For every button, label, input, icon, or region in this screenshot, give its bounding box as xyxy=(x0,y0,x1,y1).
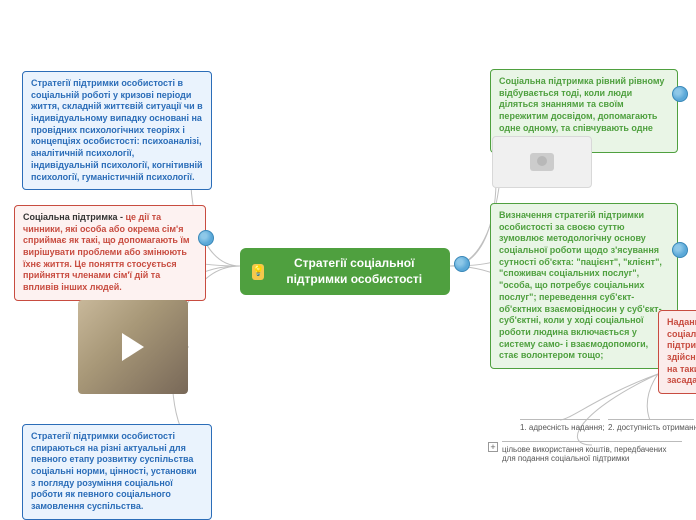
image-placeholder[interactable] xyxy=(492,136,592,188)
expand-icon[interactable]: + xyxy=(488,442,498,452)
globe-icon xyxy=(198,230,214,246)
node-text: Визначення стратегій підтримки особистос… xyxy=(499,210,662,360)
sub-item-1[interactable]: 1. адресність надання; xyxy=(520,419,600,432)
sub-text: 1. адресність надання; xyxy=(520,423,605,432)
sub-item-2[interactable]: 2. доступність отримання xyxy=(608,419,694,432)
globe-icon xyxy=(454,256,470,272)
node-lead: Соціальна підтримка - xyxy=(23,212,125,222)
globe-icon xyxy=(672,242,688,258)
node-text: Надання соціальної підтримки здійснюєтьс… xyxy=(667,317,696,385)
node-text: Соціальна підтримка рівний рівному відбу… xyxy=(499,76,664,144)
video-thumbnail[interactable] xyxy=(78,300,188,394)
node-social-support-def[interactable]: Соціальна підтримка - це дії та чинники,… xyxy=(14,205,206,301)
camera-icon xyxy=(530,153,554,171)
sub-text: 2. доступність отримання xyxy=(608,423,696,432)
node-social-norms[interactable]: Стратегії підтримки особистості спирають… xyxy=(22,424,212,520)
center-title: Стратегії соціальної підтримки особистос… xyxy=(270,256,438,287)
center-topic[interactable]: 💡 Стратегії соціальної підтримки особист… xyxy=(240,248,450,295)
node-crisis-strategies[interactable]: Стратегії підтримки особистості в соціал… xyxy=(22,71,212,190)
sub-item-3[interactable]: цільове використання коштів, передбачени… xyxy=(502,441,682,463)
node-principles[interactable]: Надання соціальної підтримки здійснюєтьс… xyxy=(658,310,696,394)
node-text: Стратегії підтримки особистості в соціал… xyxy=(31,78,203,182)
lightbulb-icon: 💡 xyxy=(252,264,264,280)
sub-text: цільове використання коштів, передбачени… xyxy=(502,445,667,463)
play-icon xyxy=(122,333,144,361)
node-methodology[interactable]: Визначення стратегій підтримки особистос… xyxy=(490,203,678,369)
node-text: Стратегії підтримки особистості спирають… xyxy=(31,431,197,511)
globe-icon xyxy=(672,86,688,102)
node-rest: це дії та чинники, які особа або окрема … xyxy=(23,212,190,292)
